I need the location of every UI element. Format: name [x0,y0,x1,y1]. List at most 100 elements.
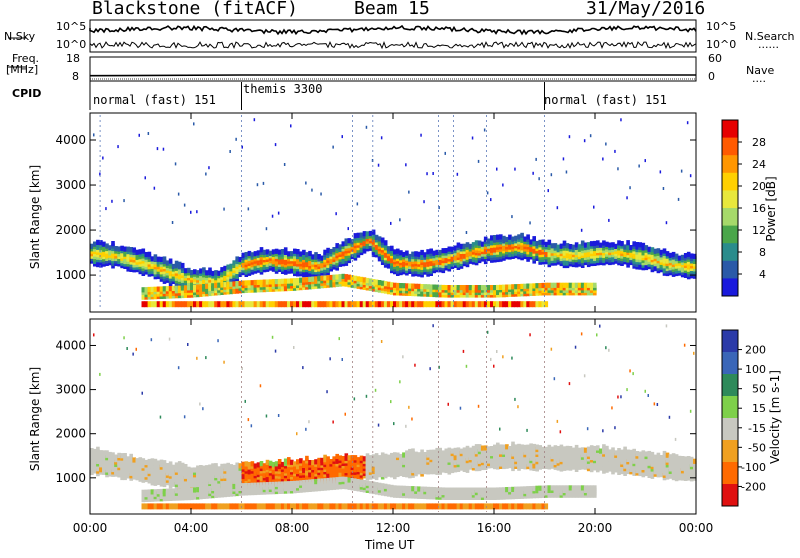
power-dot [154,187,156,190]
velocity-dot [466,365,468,368]
velocity-dot [93,333,95,336]
velocity-cell [469,488,473,493]
velocity-cell [578,448,582,453]
power-dot [617,167,619,170]
power-cell [638,242,642,247]
power-dot [311,189,313,192]
power-dot [332,146,334,149]
velocity-cell [499,444,503,449]
power-cell [629,245,633,250]
power-dot [514,168,516,171]
velocity-cell [296,481,300,486]
power-dot [608,219,610,222]
power-dot [366,126,368,129]
power-dot [399,218,401,221]
power-cell [254,251,258,256]
power-cell [417,284,421,289]
power-dot [532,172,534,175]
power-dot [490,198,492,201]
power-cell [145,252,149,257]
power-cell [508,235,512,240]
power-cell [348,238,352,243]
power-cell [508,301,512,307]
velocity-dot [184,415,186,418]
power-dot [681,170,683,173]
power-cell [335,301,339,307]
velocity-cell [560,485,564,490]
velocity-cell [538,445,542,450]
power-cell [314,301,318,307]
velocity-cell [508,503,512,509]
velocity-dot [614,426,616,429]
power-cell [438,285,442,290]
power-dot [678,198,680,201]
velocity-cell [545,503,549,509]
velocity-cell [193,467,197,472]
power-cell [181,263,185,268]
power-cell [569,244,573,249]
power-dot [378,164,380,167]
velocity-cell [569,485,573,490]
power-cell [296,278,300,283]
power-cell [254,280,258,285]
velocity-cell [417,503,421,509]
velocity-cell [275,503,279,509]
velocity-cell [326,478,330,483]
velocity-dot [199,403,201,406]
power-cell [560,283,564,288]
power-cell [620,241,624,246]
velocity-cell [426,503,430,509]
velocity-cell [396,503,400,509]
velocity-dot [408,406,410,409]
power-cell [245,252,249,257]
velocity-cell [438,503,442,509]
velocity-cell [387,503,391,509]
velocity-dot [326,390,328,393]
power-cell [593,283,597,288]
velocity-cell [245,461,249,466]
power-dot [139,134,141,137]
power-dot [266,227,268,230]
power-cell [235,256,239,261]
power-dot [487,191,489,194]
velocity-cell [205,503,209,509]
velocity-cell [314,459,318,464]
velocity-cell [578,485,582,490]
power-cell [499,234,503,239]
power-cell [448,285,452,290]
power-cell [526,234,530,239]
power-dot [638,165,640,168]
power-cell [529,239,533,244]
power-cell [223,301,227,307]
velocity-dot [123,336,125,339]
power-cell [305,277,309,282]
power-cell [145,301,149,307]
velocity-cell [223,464,227,469]
velocity-cell [426,450,430,455]
power-dot [408,191,410,194]
velocity-dot [569,382,571,385]
velocity-cell [214,463,218,468]
velocity-dot [602,429,604,432]
velocity-dot [375,389,377,392]
velocity-cell [457,503,461,509]
velocity-dot [332,421,334,424]
velocity-cell [163,460,167,465]
power-dot [305,182,307,185]
velocity-dot [463,350,465,353]
power-cell [148,252,152,257]
velocity-cell [102,450,106,455]
velocity-dot [381,340,383,343]
velocity-cell [235,484,239,489]
velocity-cell [184,488,188,493]
power-cell [284,301,288,307]
velocity-cell [163,503,167,509]
power-cell [448,247,452,252]
velocity-dot [275,350,277,353]
power-dot [690,174,692,177]
power-cell [284,247,288,252]
velocity-cell [387,455,391,460]
power-cell [578,244,582,249]
power-dot [235,138,237,141]
velocity-cell [348,477,352,482]
